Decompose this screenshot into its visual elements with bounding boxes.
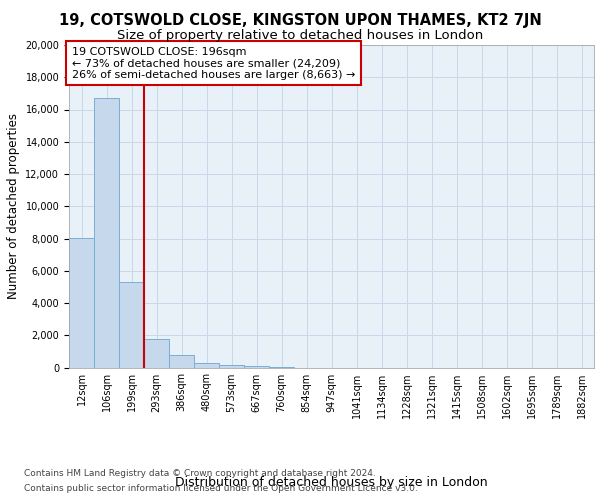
Text: Size of property relative to detached houses in London: Size of property relative to detached ho… [117,29,483,42]
Text: 19 COTSWOLD CLOSE: 196sqm
← 73% of detached houses are smaller (24,209)
26% of s: 19 COTSWOLD CLOSE: 196sqm ← 73% of detac… [71,46,355,80]
Text: Contains HM Land Registry data © Crown copyright and database right 2024.: Contains HM Land Registry data © Crown c… [24,469,376,478]
Bar [169,356,194,368]
Bar [219,365,244,368]
Bar [244,366,269,368]
X-axis label: Distribution of detached houses by size in London: Distribution of detached houses by size … [175,476,488,489]
Bar [269,366,294,368]
Bar [119,282,144,368]
Bar [94,98,119,367]
Bar [144,340,169,367]
Text: Contains public sector information licensed under the Open Government Licence v3: Contains public sector information licen… [24,484,418,493]
Text: 19, COTSWOLD CLOSE, KINGSTON UPON THAMES, KT2 7JN: 19, COTSWOLD CLOSE, KINGSTON UPON THAMES… [59,12,541,28]
Y-axis label: Number of detached properties: Number of detached properties [7,114,20,299]
Bar [69,238,94,368]
Bar [194,363,219,368]
